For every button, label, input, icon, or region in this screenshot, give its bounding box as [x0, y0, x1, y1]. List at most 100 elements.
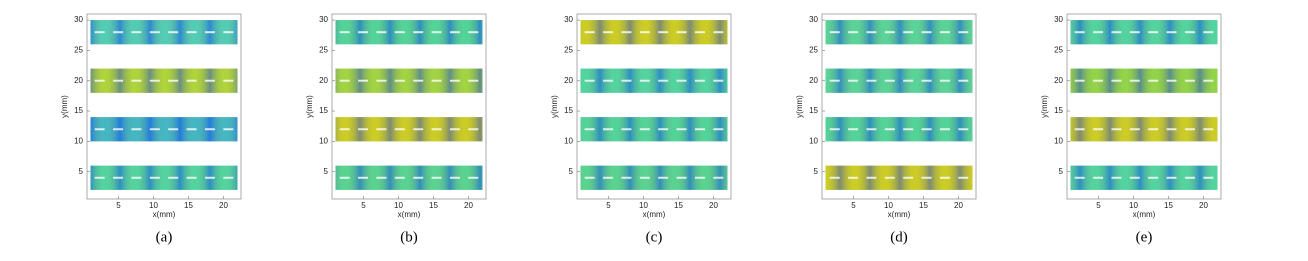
y-tick-label: 20 — [564, 76, 573, 85]
element-marker — [713, 31, 724, 34]
element-marker — [621, 176, 632, 179]
element-marker — [584, 176, 595, 179]
element-marker — [621, 128, 632, 131]
band-shading — [825, 165, 973, 190]
element-marker — [1148, 128, 1159, 131]
element-marker — [884, 79, 895, 82]
element-marker — [339, 176, 350, 179]
element-marker — [339, 31, 350, 34]
element-marker — [131, 128, 142, 131]
y-tick-label: 30 — [319, 15, 328, 24]
element-marker — [903, 176, 914, 179]
element-marker — [468, 128, 479, 131]
element-marker — [658, 128, 669, 131]
element-marker — [376, 176, 387, 179]
element-marker — [168, 128, 179, 131]
element-marker — [1093, 128, 1104, 131]
x-axis-label: x(mm) — [398, 210, 421, 219]
y-tick-label: 20 — [74, 76, 83, 85]
element-marker — [639, 176, 650, 179]
element-marker — [848, 128, 859, 131]
element-marker — [94, 128, 105, 131]
y-tick-label: 10 — [319, 136, 328, 145]
element-marker — [958, 128, 969, 131]
element-marker — [1074, 128, 1085, 131]
element-marker — [394, 79, 405, 82]
y-tick-label: 25 — [319, 46, 328, 55]
element-marker — [339, 79, 350, 82]
element-marker — [848, 31, 859, 34]
caption: (a) — [156, 229, 173, 245]
x-tick-label: 20 — [219, 201, 228, 210]
element-marker — [449, 128, 460, 131]
element-marker — [676, 79, 687, 82]
element-marker — [223, 79, 234, 82]
element-marker — [1184, 176, 1195, 179]
y-tick-label: 20 — [319, 76, 328, 85]
element-marker — [1074, 31, 1085, 34]
y-tick-label: 30 — [564, 15, 573, 24]
x-tick-label: 10 — [149, 201, 158, 210]
element-marker — [358, 176, 369, 179]
element-marker — [658, 79, 669, 82]
element-marker — [1166, 128, 1177, 131]
element-marker — [449, 31, 460, 34]
axes-box — [576, 13, 732, 200]
element-marker — [958, 176, 969, 179]
element-marker — [921, 79, 932, 82]
element-marker — [431, 176, 442, 179]
band-shading — [90, 117, 238, 142]
band-shading — [90, 20, 238, 45]
y-tick-label: 10 — [1054, 136, 1063, 145]
element-marker — [884, 31, 895, 34]
element-marker — [223, 31, 234, 34]
x-tick-label: 5 — [606, 201, 611, 210]
element-marker — [603, 128, 614, 131]
y-tick-label: 15 — [74, 106, 83, 115]
element-marker — [694, 79, 705, 82]
element-marker — [676, 128, 687, 131]
element-marker — [866, 79, 877, 82]
x-tick-label: 15 — [1164, 201, 1173, 210]
element-marker — [394, 128, 405, 131]
element-marker — [168, 176, 179, 179]
element-marker — [1129, 79, 1140, 82]
element-marker — [694, 176, 705, 179]
element-marker — [1074, 79, 1085, 82]
element-marker — [204, 79, 215, 82]
element-marker — [584, 31, 595, 34]
element-marker — [149, 79, 160, 82]
x-tick-label: 5 — [1096, 201, 1101, 210]
y-tick-label: 20 — [809, 76, 818, 85]
x-tick-label: 5 — [851, 201, 856, 210]
element-marker — [131, 176, 142, 179]
caption: (c) — [646, 229, 663, 245]
element-marker — [1129, 176, 1140, 179]
element-marker — [376, 79, 387, 82]
element-marker — [468, 31, 479, 34]
element-marker — [658, 176, 669, 179]
element-marker — [394, 176, 405, 179]
element-marker — [921, 176, 932, 179]
element-marker — [431, 79, 442, 82]
element-marker — [413, 31, 424, 34]
element-marker — [1093, 79, 1104, 82]
element-marker — [1184, 79, 1195, 82]
element-marker — [186, 176, 197, 179]
element-marker — [1203, 128, 1214, 131]
y-tick-label: 25 — [74, 46, 83, 55]
element-marker — [358, 128, 369, 131]
element-marker — [431, 31, 442, 34]
element-marker — [1184, 128, 1195, 131]
element-marker — [603, 79, 614, 82]
element-marker — [376, 31, 387, 34]
band-shading — [1070, 117, 1218, 142]
element-marker — [621, 31, 632, 34]
element-marker — [621, 79, 632, 82]
band-shading — [580, 117, 728, 142]
element-marker — [884, 128, 895, 131]
element-marker — [1111, 128, 1122, 131]
y-tick-label: 30 — [1054, 15, 1063, 24]
caption: (d) — [890, 229, 908, 245]
